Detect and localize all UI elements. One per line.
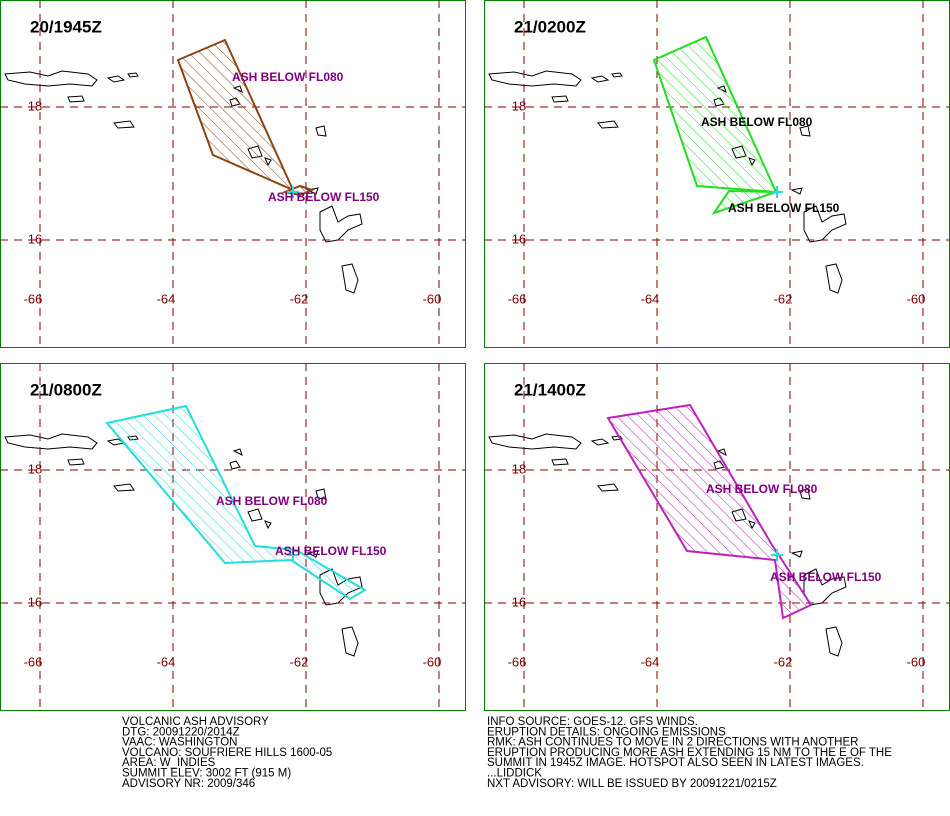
coastline (551, 458, 569, 466)
ash-label: ASH BELOW FL080 (216, 494, 328, 508)
ash-label: ASH BELOW FL080 (701, 115, 813, 129)
lon-label: -66 (24, 291, 43, 306)
ash-label: ASH BELOW FL150 (770, 570, 882, 584)
coastline (247, 508, 263, 522)
volcano-marker (287, 549, 299, 561)
coastline (716, 448, 727, 456)
advisory-line: SUMMIT ELEV: 3002 FT (915 M) (122, 768, 291, 780)
lon-label: -60 (423, 654, 442, 669)
advisory-line: ADVISORY NR: 2009/346 (122, 778, 255, 790)
coastline (127, 72, 139, 78)
lon-label: -62 (774, 654, 793, 669)
coastline (106, 75, 126, 83)
advisory-line: ERUPTION PRODUCING MORE ASH EXTENDING 15… (487, 747, 892, 759)
lat-label: 18 (512, 98, 526, 113)
coastline (315, 125, 327, 137)
lon-label: -66 (508, 291, 527, 306)
lat-label: 18 (28, 461, 42, 476)
advisory-line: ERUPTION DETAILS: ONGOING EMISSIONS (487, 726, 726, 738)
ash-label: ASH BELOW FL080 (232, 70, 344, 84)
coastline (306, 550, 319, 558)
lat-label: 18 (512, 461, 526, 476)
coastline (319, 205, 363, 243)
coastline (264, 520, 272, 530)
volcano-marker (771, 186, 783, 198)
advisory-line: RMK: ASH CONTINUES TO MOVE IN 2 DIRECTIO… (487, 737, 858, 749)
lon-label: -66 (24, 654, 43, 669)
ash-area (105, 404, 367, 601)
coastline (113, 483, 135, 492)
lon-label: -66 (508, 654, 527, 669)
coastline (232, 448, 243, 456)
advisory-line: ...LIDDICK (487, 768, 542, 780)
ash-label: ASH BELOW FL150 (275, 544, 387, 558)
coastline (551, 95, 569, 103)
lat-label: 16 (28, 594, 42, 609)
advisory-line: VOLCANIC ASH ADVISORY (122, 716, 269, 728)
coastline (67, 95, 85, 103)
lon-label: -62 (290, 291, 309, 306)
coastline (803, 205, 847, 243)
ash-label: ASH BELOW FL080 (706, 482, 818, 496)
valid-time: 21/1400Z (514, 380, 586, 399)
coastline (597, 483, 619, 492)
map-panel: -66 -64 -62 -60 18 16 ASH BELOW FL080 ASH BELOW… (484, 0, 950, 348)
ash-label: ASH BELOW FL150 (728, 201, 840, 215)
coastline (67, 458, 85, 466)
valid-time: 21/0800Z (30, 380, 102, 399)
map-panel: -66 -64 -62 -60 18 16 ASH BELOW FL080 ASH BELOW… (0, 0, 466, 348)
valid-time: 21/0200Z (514, 17, 586, 36)
coastline (4, 70, 98, 87)
coastline (4, 433, 98, 450)
coastline (790, 550, 803, 558)
map-panel: -66 -64 -62 -60 18 16 ASH BELOW FL080 ASH BELOW… (484, 363, 950, 711)
advisory-line: INFO SOURCE: GOES-12. GFS WINDS. (487, 716, 698, 728)
lon-label: -64 (157, 654, 176, 669)
coastline (799, 488, 811, 500)
advisory-line: NXT ADVISORY: WILL BE ISSUED BY 20091221… (487, 778, 777, 790)
lon-label: -62 (290, 654, 309, 669)
coastline (306, 187, 319, 195)
coastline (825, 626, 843, 657)
map-panel: -66 -64 -62 -60 18 16 ASH BELOW FL080 ASH BELOW… (0, 363, 466, 711)
lon-label: -64 (641, 654, 660, 669)
coastline (341, 263, 359, 294)
coastline (825, 263, 843, 294)
advisory-line: SUMMIT IN 1945Z IMAGE. HOTSPOT ALSO SEEN… (487, 757, 864, 769)
coastline (799, 125, 811, 137)
ash-area (606, 403, 813, 620)
lon-label: -64 (641, 291, 660, 306)
ash-area (711, 189, 777, 215)
lat-label: 16 (28, 231, 42, 246)
coastline (597, 120, 619, 129)
lon-label: -60 (907, 654, 926, 669)
lon-label: -62 (774, 291, 793, 306)
coastline (229, 460, 241, 470)
advisory-line: VAAC: WASHINGTON (122, 737, 237, 749)
lat-label: 16 (512, 594, 526, 609)
coastline (488, 433, 582, 450)
ash-label: ASH BELOW FL150 (268, 190, 380, 204)
coastline (341, 626, 359, 657)
volcano-marker (287, 186, 299, 198)
lat-label: 16 (512, 231, 526, 246)
coastline (488, 70, 582, 87)
coastline (611, 72, 623, 78)
coastline (315, 488, 327, 500)
advisory-line: AREA: W_INDIES (122, 757, 216, 769)
coastline (113, 120, 135, 129)
lon-label: -60 (423, 291, 442, 306)
coastline (590, 438, 610, 446)
advisory-line: DTG: 20091220/2014Z (122, 726, 240, 738)
coastline (790, 187, 803, 195)
advisory-line: VOLCANO: SOUFRIERE HILLS 1600-05 (122, 747, 332, 759)
coastline (590, 75, 610, 83)
lon-label: -64 (157, 291, 176, 306)
panel-frame (0, 0, 466, 348)
volcano-marker (771, 549, 783, 561)
lat-label: 18 (28, 98, 42, 113)
valid-time: 20/1945Z (30, 17, 102, 36)
lon-label: -60 (907, 291, 926, 306)
